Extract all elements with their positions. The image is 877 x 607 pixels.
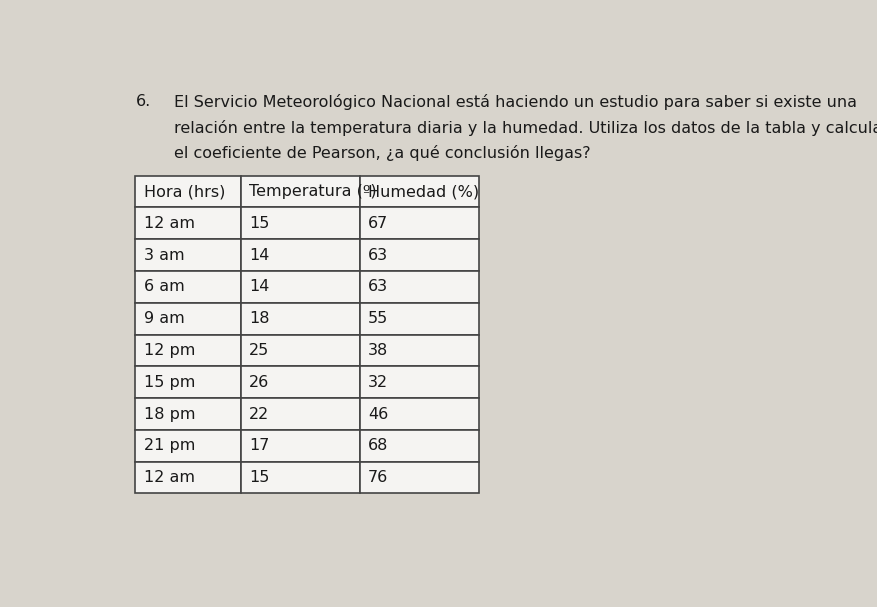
Bar: [360, 367, 479, 398]
Bar: [241, 303, 360, 334]
Text: 6.: 6.: [135, 94, 151, 109]
Text: 21 pm: 21 pm: [144, 438, 195, 453]
Text: 12 am: 12 am: [144, 216, 195, 231]
Bar: [135, 367, 241, 398]
Text: El Servicio Meteorológico Nacional está haciendo un estudio para saber si existe: El Servicio Meteorológico Nacional está …: [175, 94, 857, 110]
Text: 63: 63: [368, 248, 388, 263]
Text: 12 pm: 12 pm: [144, 343, 195, 358]
Bar: [241, 367, 360, 398]
Bar: [135, 303, 241, 334]
Bar: [360, 334, 479, 367]
Bar: [241, 208, 360, 239]
Bar: [135, 271, 241, 303]
Text: 63: 63: [368, 279, 388, 294]
Text: 15 pm: 15 pm: [144, 375, 195, 390]
Text: 55: 55: [368, 311, 389, 326]
Text: relación entre la temperatura diaria y la humedad. Utiliza los datos de la tabla: relación entre la temperatura diaria y l…: [175, 120, 877, 135]
Bar: [360, 398, 479, 430]
Bar: [241, 430, 360, 462]
Text: 25: 25: [249, 343, 269, 358]
Bar: [135, 398, 241, 430]
Bar: [360, 175, 479, 208]
Text: 67: 67: [368, 216, 389, 231]
Text: 32: 32: [368, 375, 388, 390]
Text: 38: 38: [368, 343, 389, 358]
Text: el coeficiente de Pearson, ¿a qué conclusión llegas?: el coeficiente de Pearson, ¿a qué conclu…: [175, 145, 591, 161]
Bar: [360, 239, 479, 271]
Text: 46: 46: [368, 407, 389, 421]
Bar: [135, 175, 241, 208]
Bar: [135, 334, 241, 367]
Bar: [241, 398, 360, 430]
Bar: [360, 271, 479, 303]
Text: Hora (hrs): Hora (hrs): [144, 184, 225, 199]
Bar: [135, 239, 241, 271]
Bar: [360, 303, 479, 334]
Bar: [360, 208, 479, 239]
Bar: [241, 334, 360, 367]
Text: 76: 76: [368, 470, 389, 485]
Text: 9 am: 9 am: [144, 311, 184, 326]
Text: Humedad (%): Humedad (%): [368, 184, 479, 199]
Text: 6 am: 6 am: [144, 279, 184, 294]
Bar: [135, 430, 241, 462]
Text: 15: 15: [249, 216, 269, 231]
Text: Temperatura (º): Temperatura (º): [249, 184, 376, 199]
Bar: [241, 271, 360, 303]
Text: 12 am: 12 am: [144, 470, 195, 485]
Bar: [135, 462, 241, 493]
Text: 22: 22: [249, 407, 269, 421]
Bar: [241, 462, 360, 493]
Bar: [135, 208, 241, 239]
Text: 3 am: 3 am: [144, 248, 184, 263]
Text: 26: 26: [249, 375, 269, 390]
Text: 14: 14: [249, 279, 269, 294]
Text: 17: 17: [249, 438, 269, 453]
Bar: [360, 462, 479, 493]
Bar: [241, 175, 360, 208]
Text: 14: 14: [249, 248, 269, 263]
Bar: [241, 239, 360, 271]
Text: 15: 15: [249, 470, 269, 485]
Text: 18: 18: [249, 311, 269, 326]
Bar: [360, 430, 479, 462]
Text: 68: 68: [368, 438, 389, 453]
Text: 18 pm: 18 pm: [144, 407, 195, 421]
